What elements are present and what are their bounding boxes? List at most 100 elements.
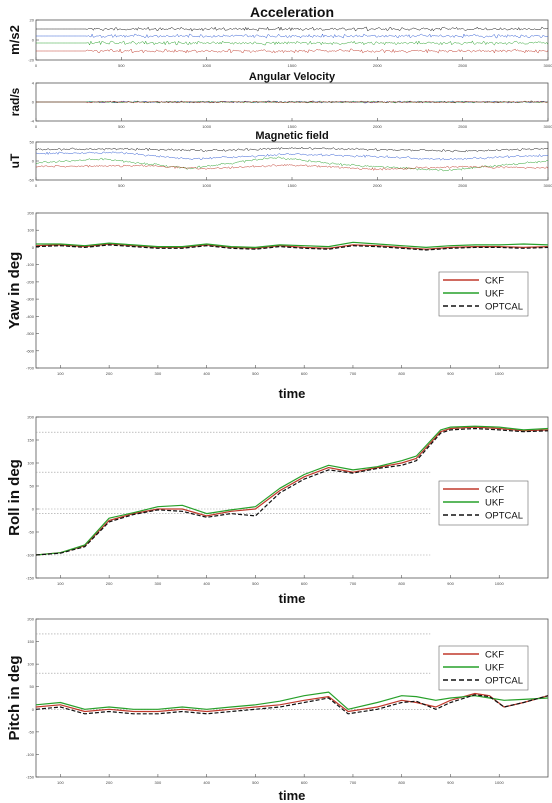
legend: CKF UKF OPTCAL	[438, 271, 529, 317]
x-tick-label: 400	[203, 581, 210, 586]
y-tick-label: 0	[32, 159, 35, 164]
x-axis-label: time	[279, 386, 306, 401]
series-line-trace-1	[36, 151, 548, 161]
legend-label-optcal: OPTCAL	[485, 302, 523, 313]
series-line-trace-0	[36, 146, 548, 153]
y-axis-label: Roll in deg	[6, 459, 23, 536]
y-tick-label: 100	[27, 461, 34, 466]
x-tick-label: 500	[252, 581, 259, 586]
series-line-trace-0	[36, 26, 548, 32]
y-tick-label: 0	[32, 245, 35, 250]
x-tick-label: 2500	[458, 183, 468, 188]
y-tick-label: -500	[26, 331, 35, 336]
y-tick-label: 50	[30, 140, 35, 145]
chart-1: Angular Velocity rad/s 0 500 1000 1500 2000 250…	[8, 71, 552, 129]
series-line-ukf	[36, 425, 548, 556]
x-tick-label: 100	[57, 780, 64, 785]
chart-0: Acceleration m/s2 0 500 1000 1500 2000 2500 3000…	[7, 4, 552, 68]
chart-title: Angular Velocity	[249, 71, 336, 83]
series-line-trace-3	[36, 48, 548, 54]
x-tick-label: 300	[155, 780, 162, 785]
x-tick-label: 2000	[373, 63, 383, 68]
x-tick-label: 100	[57, 581, 64, 586]
series-line-trace-3	[36, 100, 548, 104]
y-tick-label: 200	[27, 617, 34, 622]
y-tick-label: -100	[26, 262, 35, 267]
x-tick-label: 0	[35, 124, 38, 129]
y-tick-label: -50	[28, 178, 35, 183]
x-tick-label: 900	[447, 780, 454, 785]
legend-label-ckf: CKF	[485, 276, 504, 287]
plot-frame	[35, 141, 549, 181]
series-line-optcal	[36, 694, 548, 715]
y-tick-label: -600	[26, 348, 35, 353]
x-tick-label: 1000	[202, 63, 212, 68]
x-tick-label: 1000	[202, 124, 212, 129]
x-tick-label: 100	[57, 371, 64, 376]
x-tick-label: 3000	[544, 183, 552, 188]
y-tick-label: -100	[26, 553, 35, 558]
series-line-trace-2	[36, 40, 548, 46]
series-line-ckf	[36, 243, 548, 250]
legend-label-optcal: OPTCAL	[485, 676, 523, 687]
x-tick-label: 500	[118, 183, 125, 188]
y-tick-label: -20	[28, 58, 35, 63]
x-tick-label: 2500	[458, 63, 468, 68]
x-tick-label: 800	[398, 581, 405, 586]
y-tick-label: 0	[32, 100, 35, 105]
x-tick-label: 200	[106, 780, 113, 785]
x-tick-label: 1500	[288, 63, 298, 68]
y-tick-label: -50	[28, 530, 35, 535]
y-axis-label: uT	[8, 153, 22, 168]
series-line-trace-2	[36, 156, 548, 172]
plot-area	[36, 146, 548, 172]
y-tick-label: -150	[26, 576, 35, 581]
x-axis-label: time	[279, 788, 306, 803]
x-tick-label: 700	[350, 780, 357, 785]
plot-frame	[35, 19, 549, 61]
y-axis-label: m/s2	[7, 25, 22, 55]
y-tick-label: -300	[26, 297, 35, 302]
x-tick-label: 2500	[458, 124, 468, 129]
x-tick-label: 0	[35, 63, 38, 68]
y-tick-label: -700	[26, 366, 35, 371]
x-tick-label: 800	[398, 780, 405, 785]
x-tick-label: 700	[350, 371, 357, 376]
y-tick-label: 0	[32, 707, 35, 712]
x-tick-label: 2000	[373, 124, 383, 129]
x-tick-label: 900	[447, 371, 454, 376]
y-tick-label: -50	[28, 729, 35, 734]
plot-frame	[35, 212, 549, 369]
y-tick-label: -100	[26, 752, 35, 757]
legend: CKF UKF OPTCAL	[438, 645, 529, 691]
y-tick-label: 100	[27, 228, 34, 233]
legend-label-ckf: CKF	[485, 485, 504, 496]
series-line-optcal	[36, 427, 548, 556]
plot-area	[36, 691, 548, 715]
legend-label-ukf: UKF	[485, 289, 504, 300]
y-tick-label: 0	[32, 38, 35, 43]
legend-label-ckf: CKF	[485, 650, 504, 661]
x-tick-label: 2000	[373, 183, 383, 188]
series-line-ckf	[36, 426, 548, 556]
legend-label-ukf: UKF	[485, 498, 504, 509]
x-tick-label: 500	[252, 371, 259, 376]
y-tick-label: 200	[27, 211, 34, 216]
legend-label-optcal: OPTCAL	[485, 511, 523, 522]
x-axis-label: time	[279, 591, 306, 606]
x-tick-label: 600	[301, 371, 308, 376]
x-tick-label: 500	[252, 780, 259, 785]
x-tick-label: 500	[118, 124, 125, 129]
series-line-ukf	[36, 241, 548, 248]
x-tick-label: 600	[301, 780, 308, 785]
chart-title: Magnetic field	[255, 130, 328, 142]
x-tick-label: 3000	[544, 124, 552, 129]
y-axis-label: Pitch in deg	[6, 655, 23, 740]
y-tick-label: -400	[26, 314, 35, 319]
legend-label-ukf: UKF	[485, 663, 504, 674]
y-tick-label: -200	[26, 279, 35, 284]
chart-3: Yaw in deg time 100 200 300 400 500 600 700 800 90…	[6, 211, 549, 401]
x-tick-label: 0	[35, 183, 38, 188]
y-tick-label: -4	[30, 119, 34, 124]
